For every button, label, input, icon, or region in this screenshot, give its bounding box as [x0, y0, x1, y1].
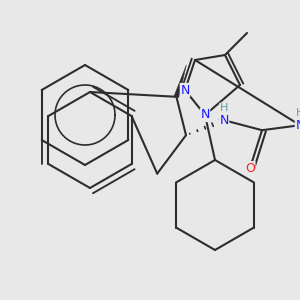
Text: H: H [296, 108, 300, 118]
Text: N: N [180, 83, 190, 97]
Text: H: H [220, 103, 228, 113]
Text: N: N [295, 119, 300, 132]
Polygon shape [174, 65, 186, 98]
Text: O: O [245, 162, 255, 175]
Text: N: N [200, 109, 210, 122]
Text: N: N [219, 114, 229, 127]
